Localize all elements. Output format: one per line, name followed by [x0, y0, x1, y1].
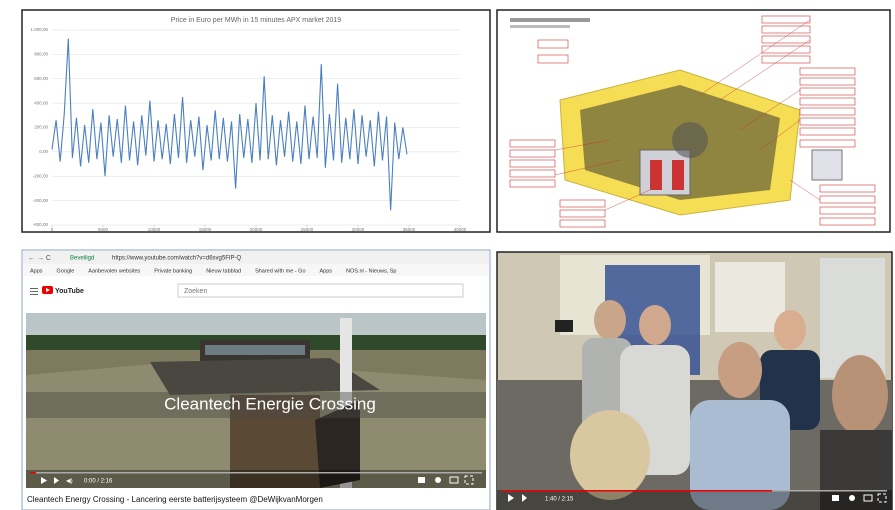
fullscreen-button[interactable]: [464, 475, 474, 485]
y-tick-label: 1.000,00: [30, 27, 48, 32]
photo-video-time: 1:40 / 2:15: [545, 497, 574, 503]
x-tick-label: 5000: [98, 227, 109, 232]
x-tick-label: 35000: [403, 227, 416, 232]
x-tick-label: 30000: [352, 227, 365, 232]
photo-panel: 1:40 / 2:15: [496, 251, 893, 510]
video-time: 0:00 / 2:16: [84, 479, 113, 485]
bookmark[interactable]: Nieuw tabblad: [206, 268, 241, 274]
next-button[interactable]: [54, 477, 59, 484]
nav-buttons[interactable]: ← → C: [28, 255, 51, 262]
bookmark[interactable]: Apps: [30, 268, 43, 274]
bookmark[interactable]: Shared with me - Go: [255, 268, 305, 274]
bookmark[interactable]: Google: [57, 268, 75, 274]
photo-play-button[interactable]: [508, 494, 514, 502]
subtitles-button[interactable]: [418, 477, 425, 483]
search-placeholder: Zoeken: [184, 288, 207, 295]
bookmark[interactable]: Private banking: [154, 268, 192, 274]
settings-button[interactable]: [435, 477, 441, 483]
y-tick-label: -600,00: [33, 222, 49, 227]
youtube-logo[interactable]: YouTube: [55, 288, 84, 295]
x-tick-label: 0: [51, 227, 54, 232]
toolbar: [23, 251, 489, 264]
chart-panel: [21, 9, 491, 233]
url[interactable]: https://www.youtube.com/watch?v=d6svg5FI…: [112, 256, 242, 262]
chart-title: Price in Euro per MWh in 15 minutes APX …: [171, 17, 342, 24]
photo-next-button[interactable]: [522, 494, 527, 502]
video-title: Cleantech Energy Crossing - Lancering ee…: [27, 495, 323, 504]
x-tick-label: 40000: [454, 227, 467, 232]
bookmark[interactable]: Apps: [320, 268, 333, 274]
video-overlay: Cleantech Energie Crossing: [164, 394, 376, 413]
bookmark[interactable]: NOS.nl - Nieuws, Sp: [346, 268, 396, 274]
diagram: [509, 15, 876, 228]
play-button[interactable]: [41, 477, 47, 484]
y-tick-label: 800,00: [34, 52, 48, 57]
y-tick-label: -400,00: [33, 198, 49, 203]
x-tick-label: 20000: [250, 227, 263, 232]
bookmarks-bar: [23, 264, 489, 276]
bookmark[interactable]: Aanbevolen websites: [88, 268, 140, 274]
x-tick-label: 15000: [199, 227, 212, 232]
secure-label: Beveiligd: [70, 256, 94, 262]
x-tick-label: 25000: [301, 227, 314, 232]
volume-icon[interactable]: ◀): [66, 479, 73, 485]
y-tick-label: 600,00: [34, 76, 48, 81]
price-line: [51, 38, 408, 211]
bookmarks: Apps Google Aanbevolen websites Private ban…: [30, 268, 396, 274]
x-tick-label: 10000: [148, 227, 161, 232]
video[interactable]: Cleantech Energie Crossing ◀) 0:00 / 2:1…: [26, 313, 486, 488]
y-tick-label: 0,00: [39, 149, 48, 154]
y-tick-label: -200,00: [33, 173, 49, 178]
theater-button[interactable]: [449, 476, 459, 484]
browser-panel: ← → C Beveiligd https://www.youtube.com/…: [21, 249, 491, 510]
y-tick-label: 200,00: [34, 125, 48, 130]
y-tick-label: 400,00: [34, 100, 48, 105]
search-box[interactable]: [177, 283, 464, 298]
